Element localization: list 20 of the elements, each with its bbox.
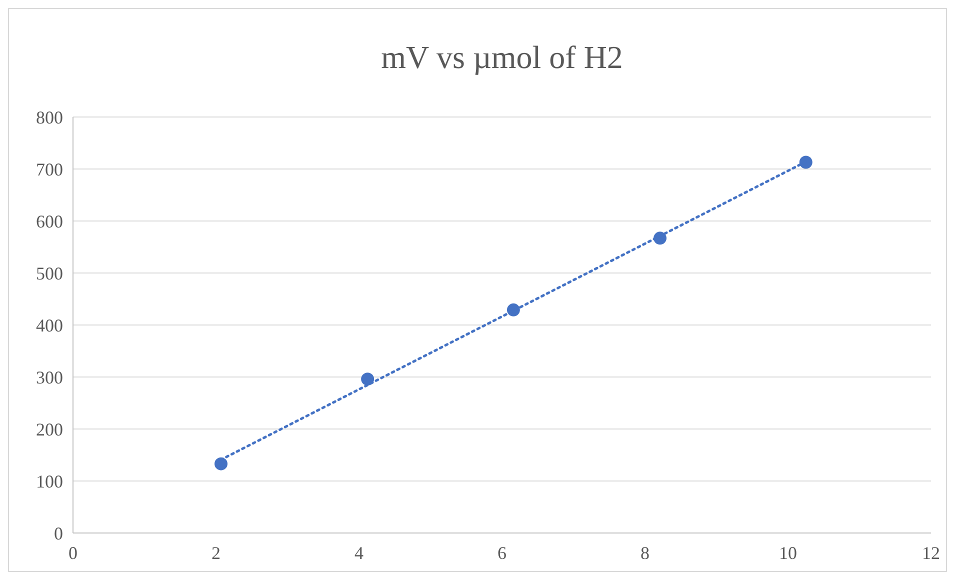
- y-tick-label: 400: [36, 315, 63, 336]
- x-tick-label: 8: [640, 543, 650, 563]
- x-tick-label: 0: [68, 543, 78, 563]
- y-tick-label: 0: [54, 523, 63, 544]
- point: [799, 156, 812, 169]
- y-tick-label: 700: [36, 159, 63, 180]
- chart-title: mV vs µmol of H2: [381, 39, 623, 75]
- point: [361, 372, 374, 386]
- y-tick-label: 100: [36, 471, 63, 492]
- y-tick-label: 800: [36, 107, 63, 128]
- y-tick-label: 200: [36, 419, 63, 440]
- x-tick-label: 10: [779, 543, 797, 563]
- x-tick-label: 4: [354, 543, 364, 563]
- point: [214, 457, 228, 470]
- y-tick-label: 300: [36, 367, 63, 388]
- y-tick-label: 500: [36, 263, 63, 284]
- y-tick-label: 600: [36, 211, 63, 232]
- x-tick-label: 6: [498, 543, 506, 563]
- x-tick-label: 12: [922, 543, 940, 563]
- x-tick-label: 2: [212, 543, 220, 563]
